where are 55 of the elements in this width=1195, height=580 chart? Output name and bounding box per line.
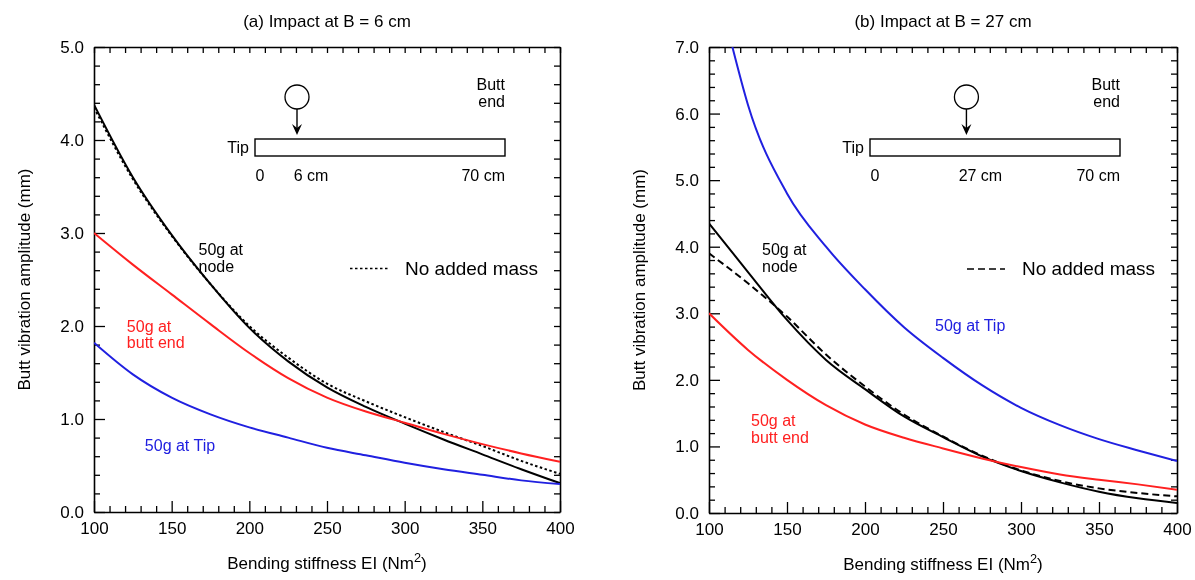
annotation: Butt end: [1091, 76, 1121, 110]
x-tick-label: 100: [695, 520, 724, 540]
line-series: [94, 232, 560, 463]
x-tick-label: 250: [929, 520, 958, 540]
y-tick-label: 0.0: [675, 503, 699, 523]
legend-label: No added mass: [405, 257, 539, 279]
x-axis-title: Bending stiffness EI (Nm$^{2}$): [227, 549, 427, 573]
chart-title: (a) Impact at B = 6 cm: [243, 12, 411, 31]
annotation: 27 cm: [958, 167, 1003, 184]
x-tick-label: 200: [235, 519, 265, 539]
y-axis-title: Butt vibration amplitude (mm): [15, 168, 34, 391]
x-tick-label: 100: [80, 519, 109, 539]
series-label: 50g at node: [762, 241, 808, 275]
series-label: 50g at Tip: [144, 437, 216, 455]
y-tick-label: 1.0: [675, 437, 699, 457]
y-tick-label: 2.0: [60, 316, 84, 336]
x-tick-label: 400: [546, 519, 575, 539]
annotation: Tip: [842, 139, 865, 156]
y-tick-label: 3.0: [60, 223, 84, 243]
legend-label: No added mass: [1022, 258, 1156, 279]
x-tick-label: 250: [313, 519, 342, 539]
annotation: Tip: [227, 139, 250, 156]
annotation: 70 cm: [1076, 167, 1120, 184]
y-tick-label: 1.0: [60, 409, 84, 429]
y-tick-label: 4.0: [60, 130, 84, 150]
x-axis-title: Bending stiffness EI (Nm$^{2}$): [843, 550, 1043, 574]
series-label: 50g at node: [198, 241, 244, 275]
series-label: 50g at Tip: [935, 316, 1006, 334]
chart-title: (b) Impact at B = 27 cm: [854, 12, 1032, 31]
annotation: Butt end: [476, 76, 506, 110]
y-tick-label: 5.0: [675, 171, 699, 191]
line-series: [709, 312, 1177, 491]
series-label: 50g at butt end: [126, 317, 185, 352]
x-tick-label: 200: [851, 520, 880, 540]
x-tick-label: 400: [1163, 520, 1192, 540]
y-tick-label: 4.0: [675, 237, 699, 257]
y-tick-label: 7.0: [675, 37, 699, 57]
y-tick-label: 2.0: [675, 370, 699, 390]
x-tick-label: 350: [1085, 520, 1114, 540]
y-tick-label: 6.0: [675, 104, 699, 124]
y-tick-label: 5.0: [60, 37, 84, 57]
x-tick-label: 300: [1007, 520, 1036, 540]
annotation: 0: [870, 167, 880, 184]
x-tick-label: 300: [390, 519, 420, 539]
annotation: 70 cm: [461, 167, 505, 184]
x-tick-label: 150: [157, 519, 187, 539]
y-tick-label: 3.0: [675, 304, 699, 324]
y-axis-title: Butt vibration amplitude (mm): [630, 168, 649, 392]
annotation: 0: [255, 167, 265, 184]
series-label: 50g at butt end: [751, 411, 809, 446]
annotation: 6 cm: [293, 167, 329, 184]
y-tick-label: 0.0: [60, 502, 84, 522]
x-tick-label: 150: [773, 520, 802, 540]
x-tick-label: 350: [468, 519, 498, 539]
line-series: [731, 47, 1177, 463]
